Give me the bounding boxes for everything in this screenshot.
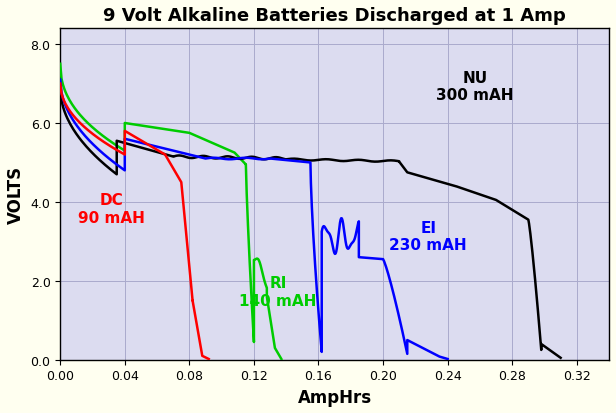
Title: 9 Volt Alkaline Batteries Discharged at 1 Amp: 9 Volt Alkaline Batteries Discharged at … — [103, 7, 566, 25]
Y-axis label: VOLTS: VOLTS — [7, 166, 25, 223]
Text: EI
230 mAH: EI 230 mAH — [389, 221, 467, 253]
Text: RI
140 mAH: RI 140 mAH — [240, 275, 317, 308]
X-axis label: AmpHrs: AmpHrs — [298, 388, 371, 406]
Text: DC
90 mAH: DC 90 mAH — [78, 193, 145, 225]
Text: NU
300 mAH: NU 300 mAH — [436, 71, 514, 103]
